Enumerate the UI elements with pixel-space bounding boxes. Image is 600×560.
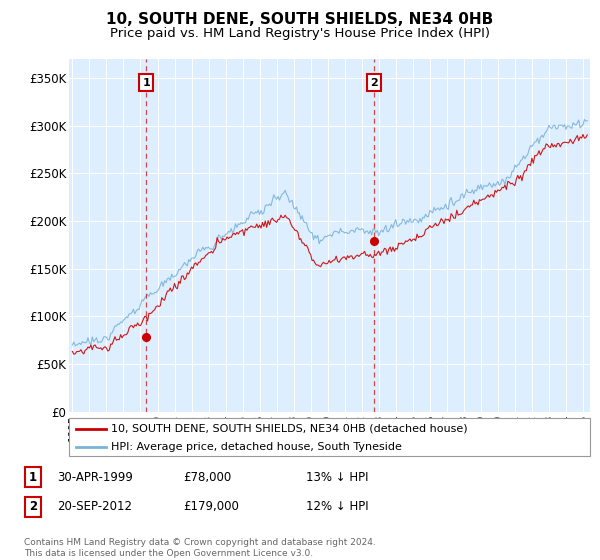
Text: 10, SOUTH DENE, SOUTH SHIELDS, NE34 0HB: 10, SOUTH DENE, SOUTH SHIELDS, NE34 0HB (106, 12, 494, 27)
Text: 12% ↓ HPI: 12% ↓ HPI (306, 500, 368, 514)
Text: 2: 2 (370, 78, 378, 87)
Text: 1: 1 (142, 78, 150, 87)
Text: HPI: Average price, detached house, South Tyneside: HPI: Average price, detached house, Sout… (111, 442, 402, 452)
Text: 2: 2 (29, 500, 37, 514)
Text: 1: 1 (29, 470, 37, 484)
Text: 13% ↓ HPI: 13% ↓ HPI (306, 470, 368, 484)
Text: Price paid vs. HM Land Registry's House Price Index (HPI): Price paid vs. HM Land Registry's House … (110, 27, 490, 40)
Text: £78,000: £78,000 (183, 470, 231, 484)
Text: 20-SEP-2012: 20-SEP-2012 (57, 500, 132, 514)
Text: 10, SOUTH DENE, SOUTH SHIELDS, NE34 0HB (detached house): 10, SOUTH DENE, SOUTH SHIELDS, NE34 0HB … (111, 424, 467, 434)
Text: Contains HM Land Registry data © Crown copyright and database right 2024.
This d: Contains HM Land Registry data © Crown c… (24, 538, 376, 558)
Text: £179,000: £179,000 (183, 500, 239, 514)
Text: 30-APR-1999: 30-APR-1999 (57, 470, 133, 484)
